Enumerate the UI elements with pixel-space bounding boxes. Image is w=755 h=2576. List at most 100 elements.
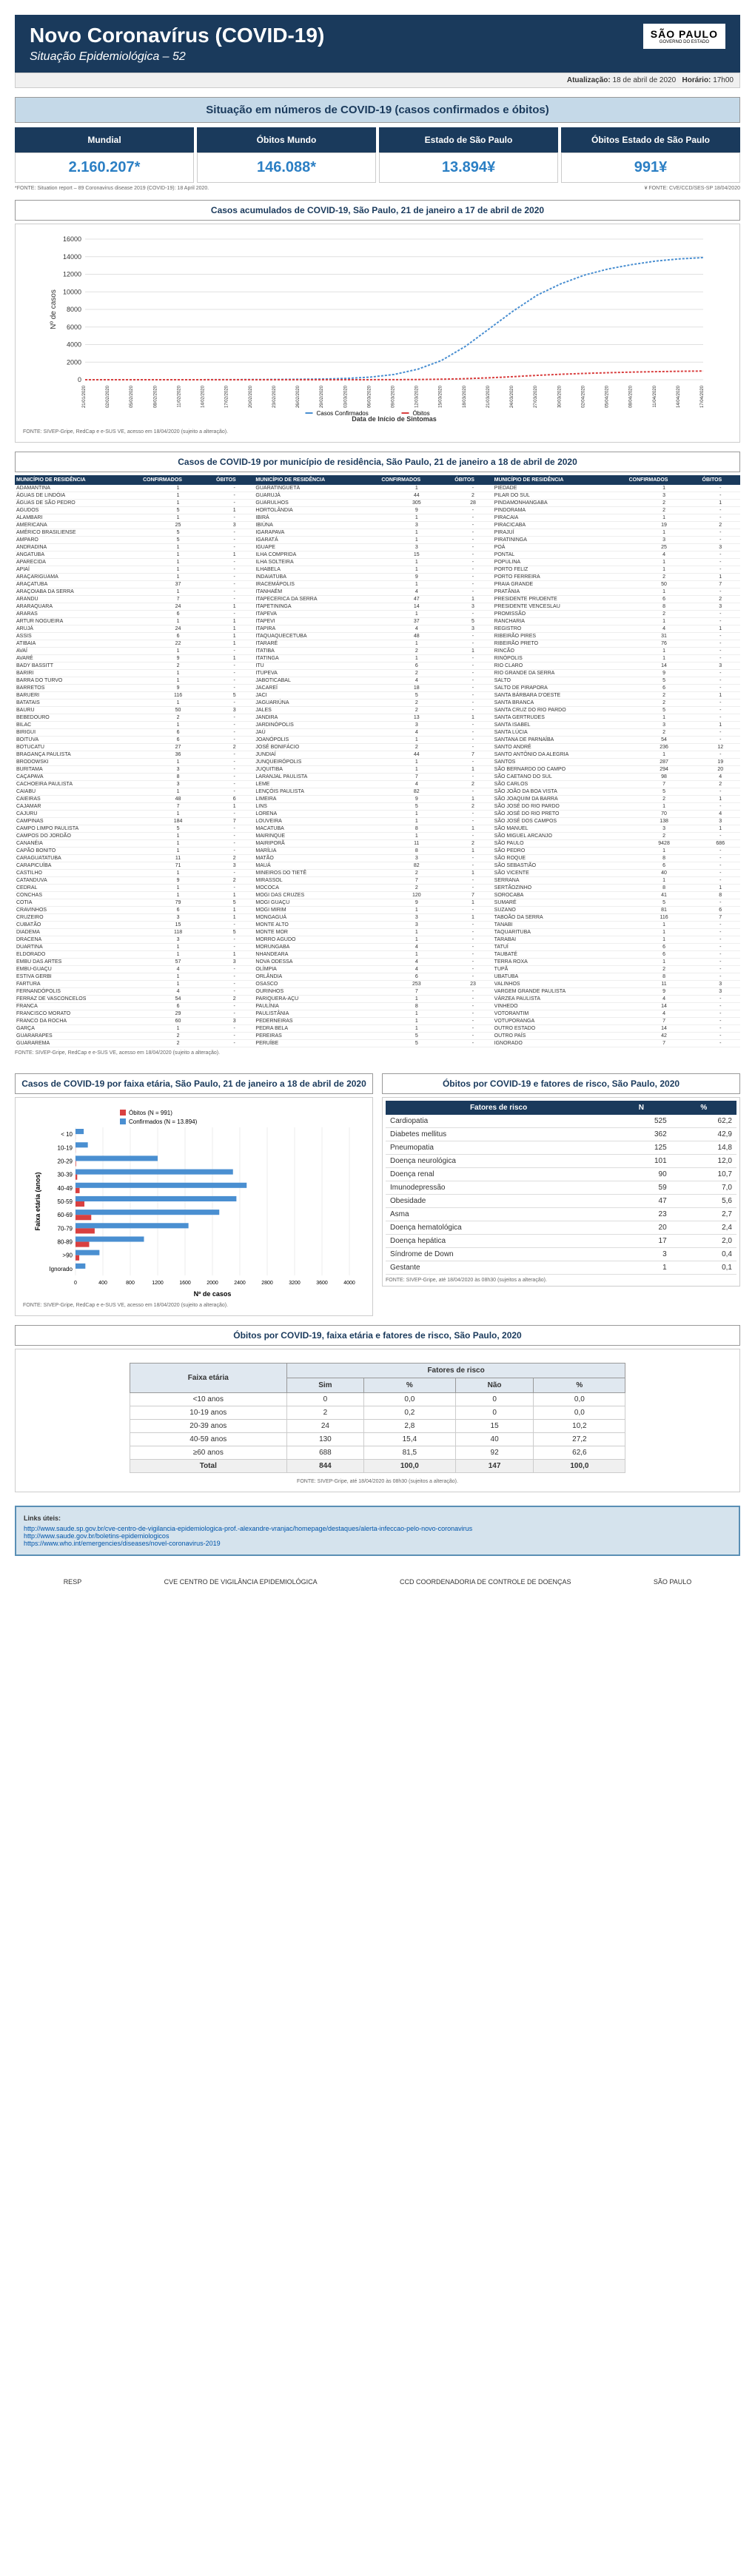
- stat-value: 991¥: [561, 152, 740, 183]
- svg-text:26/02/2020: 26/02/2020: [296, 385, 301, 408]
- svg-text:29/02/2020: 29/02/2020: [320, 385, 324, 408]
- svg-text:14/04/2020: 14/04/2020: [677, 385, 681, 408]
- svg-text:3600: 3600: [316, 1281, 328, 1286]
- stat-head: Estado de São Paulo: [379, 127, 558, 152]
- svg-text:60-69: 60-69: [58, 1212, 73, 1218]
- age-risk-title: Óbitos por COVID-19, faixa etária e fato…: [15, 1325, 740, 1346]
- subtitle: Situação Epidemiológica – 52: [30, 50, 324, 64]
- svg-text:2000: 2000: [207, 1281, 218, 1286]
- svg-text:05/04/2020: 05/04/2020: [605, 385, 610, 408]
- svg-text:4000: 4000: [67, 341, 81, 349]
- svg-text:20/02/2020: 20/02/2020: [249, 385, 253, 408]
- stat-head: Mundial: [15, 127, 194, 152]
- stat-head: Óbitos Mundo: [197, 127, 376, 152]
- age-risk-table: Faixa etáriaFatores de riscoSim%Não%<10 …: [130, 1363, 626, 1473]
- svg-text:800: 800: [126, 1281, 135, 1286]
- logos-row: RESP CVE CENTRO DE VIGILÂNCIA EPIDEMIOLÓG…: [15, 1571, 740, 1593]
- svg-text:400: 400: [98, 1281, 107, 1286]
- svg-text:80-89: 80-89: [58, 1239, 73, 1246]
- svg-text:15/03/2020: 15/03/2020: [439, 385, 443, 408]
- svg-text:Óbitos (N = 991): Óbitos (N = 991): [129, 1110, 172, 1116]
- svg-text:27/03/2020: 27/03/2020: [534, 385, 538, 408]
- svg-text:30-39: 30-39: [58, 1172, 73, 1178]
- main-title: Novo Coronavírus (COVID-19): [30, 24, 324, 47]
- svg-text:17/04/2020: 17/04/2020: [700, 385, 705, 408]
- svg-text:8000: 8000: [67, 306, 81, 313]
- svg-text:30/03/2020: 30/03/2020: [557, 385, 562, 408]
- svg-text:21/03/2020: 21/03/2020: [486, 385, 491, 408]
- svg-text:20-29: 20-29: [58, 1158, 73, 1164]
- svg-text:70-79: 70-79: [58, 1225, 73, 1232]
- svg-text:3200: 3200: [289, 1281, 301, 1286]
- link-item[interactable]: https://www.who.int/emergencies/diseases…: [24, 1540, 731, 1547]
- svg-text:14000: 14000: [63, 253, 81, 261]
- svg-text:2800: 2800: [261, 1281, 273, 1286]
- logo-item: CCD COORDENADORIA DE CONTROLE DE DOENÇAS: [400, 1578, 571, 1586]
- svg-text:06/03/2020: 06/03/2020: [367, 385, 372, 408]
- age-chart-box: 040080012001600200024002800320036004000<…: [15, 1097, 373, 1316]
- logo-item: RESP: [64, 1578, 82, 1586]
- stats-row: Mundial2.160.207*Óbitos Mundo146.088*Est…: [15, 127, 740, 183]
- svg-text:2000: 2000: [67, 358, 81, 366]
- risk-table: Fatores de riscoN%Cardiopatia52562,2Diab…: [386, 1101, 736, 1275]
- svg-text:21/01/2020: 21/01/2020: [82, 385, 87, 408]
- svg-text:17/02/2020: 17/02/2020: [225, 385, 229, 408]
- link-item[interactable]: http://www.saude.gov.br/boletins-epidemi…: [24, 1532, 731, 1540]
- footnote-right: ¥ FONTE: CVE/CCD/SES-SP 18/04/2020: [645, 186, 740, 191]
- svg-text:4000: 4000: [343, 1281, 355, 1286]
- svg-text:Ignorado: Ignorado: [49, 1266, 73, 1272]
- svg-text:50-59: 50-59: [58, 1198, 73, 1205]
- logo-item: CVE CENTRO DE VIGILÂNCIA EPIDEMIOLÓGICA: [164, 1578, 318, 1586]
- stat-value: 13.894¥: [379, 152, 558, 183]
- situation-title: Situação em números de COVID-19 (casos c…: [15, 97, 740, 123]
- svg-text:03/03/2020: 03/03/2020: [343, 385, 348, 408]
- svg-text:Faixa etária (anos): Faixa etária (anos): [34, 1172, 41, 1230]
- svg-text:18/03/2020: 18/03/2020: [463, 385, 467, 408]
- svg-text:05/02/2020: 05/02/2020: [130, 385, 134, 408]
- sp-logo: SÃO PAULO GOVERNO DO ESTADO: [643, 24, 725, 49]
- stat-value: 2.160.207*: [15, 152, 194, 183]
- footnote-left: *FONTE: Situation report – 89 Coronaviru…: [15, 186, 209, 191]
- svg-text:40-49: 40-49: [58, 1185, 73, 1192]
- svg-text:23/02/2020: 23/02/2020: [272, 385, 277, 408]
- svg-text:10000: 10000: [63, 288, 81, 295]
- svg-text:24/03/2020: 24/03/2020: [510, 385, 514, 408]
- svg-text:10-19: 10-19: [58, 1144, 73, 1151]
- logo-item: SÃO PAULO: [654, 1578, 691, 1586]
- svg-text:08/04/2020: 08/04/2020: [629, 385, 634, 408]
- svg-text:09/03/2020: 09/03/2020: [392, 385, 396, 408]
- mun-table: MUNICÍPIO DE RESIDÊNCIACONFIRMADOSÓBITOS…: [15, 475, 740, 1047]
- svg-text:11/02/2020: 11/02/2020: [177, 385, 181, 407]
- header-bar: Novo Coronavírus (COVID-19) Situação Epi…: [15, 15, 740, 73]
- link-item[interactable]: http://www.saude.sp.gov.br/cve-centro-de…: [24, 1525, 731, 1532]
- chart1-box: 0 2000 4000 6000 8000 10000 12000 14000 16000 21/…: [15, 224, 740, 443]
- svg-text:Nº de casos: Nº de casos: [50, 289, 58, 329]
- age-chart-title: Casos de COVID-19 por faixa etária, São …: [15, 1073, 373, 1094]
- svg-text:< 10: < 10: [61, 1131, 73, 1138]
- stat-head: Óbitos Estado de São Paulo: [561, 127, 740, 152]
- svg-text:12/03/2020: 12/03/2020: [415, 385, 420, 408]
- svg-text:12000: 12000: [63, 271, 81, 278]
- mun-title: Casos de COVID-19 por município de resid…: [15, 452, 740, 472]
- svg-text:Nº de casos: Nº de casos: [194, 1290, 232, 1298]
- svg-text:6000: 6000: [67, 323, 81, 331]
- chart1-title: Casos acumulados de COVID-19, São Paulo,…: [15, 200, 740, 221]
- risk-title: Óbitos por COVID-19 e fatores de risco, …: [382, 1073, 740, 1094]
- svg-text:08/02/2020: 08/02/2020: [153, 385, 158, 408]
- svg-text:0: 0: [78, 376, 81, 383]
- svg-text:02/02/2020: 02/02/2020: [106, 385, 110, 408]
- svg-text:1200: 1200: [152, 1281, 164, 1286]
- svg-text:2400: 2400: [234, 1281, 246, 1286]
- stat-value: 146.088*: [197, 152, 376, 183]
- update-bar: Atualização: 18 de abril de 2020 Horário…: [15, 73, 740, 88]
- svg-text:11/04/2020: 11/04/2020: [653, 385, 657, 407]
- svg-text:16000: 16000: [63, 235, 81, 243]
- svg-text:Óbitos: Óbitos: [413, 410, 430, 417]
- svg-text:02/04/2020: 02/04/2020: [581, 385, 585, 408]
- svg-text:>90: >90: [62, 1252, 73, 1259]
- svg-text:Confirmados (N = 13.894): Confirmados (N = 13.894): [129, 1118, 198, 1125]
- svg-text:Casos Confirmados: Casos Confirmados: [317, 410, 369, 417]
- links-box: Links úteis: http://www.saude.sp.gov.br/…: [15, 1506, 740, 1556]
- svg-text:0: 0: [74, 1281, 77, 1286]
- svg-text:14/02/2020: 14/02/2020: [201, 385, 206, 408]
